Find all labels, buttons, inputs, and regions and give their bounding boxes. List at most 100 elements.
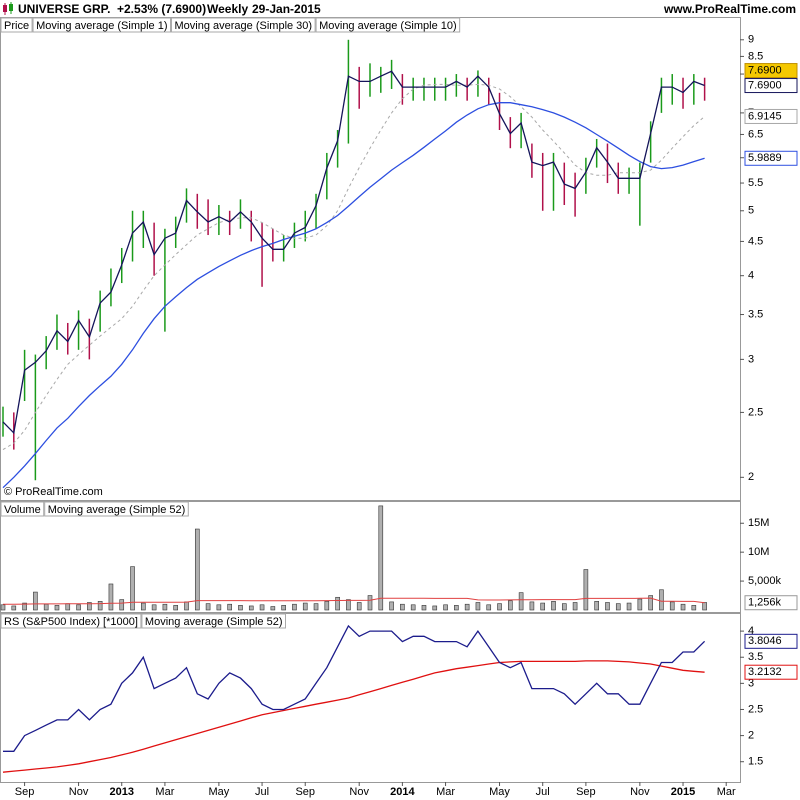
volume-bar bbox=[486, 604, 492, 611]
volume-bar bbox=[454, 605, 459, 611]
legend-label: Moving average (Simple 52) bbox=[145, 616, 283, 628]
x-tick-label: Jul bbox=[536, 786, 550, 798]
volume-bar bbox=[11, 605, 17, 611]
value-label: 7.6900 bbox=[748, 64, 782, 76]
volume-bar bbox=[205, 603, 211, 611]
volume-bar bbox=[324, 601, 330, 611]
value-label-box bbox=[744, 63, 798, 79]
volume-bar bbox=[108, 583, 114, 611]
volume-bar bbox=[669, 601, 675, 611]
value-label: 5.9889 bbox=[748, 152, 782, 164]
volume-bar bbox=[497, 603, 502, 611]
legend-box bbox=[171, 17, 316, 33]
legend-box bbox=[0, 501, 45, 517]
y-tick-label: 5 bbox=[748, 205, 754, 217]
volume-bar bbox=[551, 601, 556, 611]
volume-bar bbox=[648, 595, 653, 611]
value-label-box bbox=[744, 108, 798, 124]
value-label-box bbox=[744, 664, 798, 680]
period: Weekly bbox=[207, 2, 248, 16]
value-label-box bbox=[744, 150, 798, 166]
y-tick-label: 4 bbox=[748, 270, 754, 282]
value-label-box bbox=[744, 595, 798, 611]
y-tick-label: 1.5 bbox=[748, 756, 763, 768]
series-line bbox=[2, 660, 705, 773]
x-tick-label: May bbox=[489, 786, 510, 798]
legend-label: Moving average (Simple 1) bbox=[36, 20, 167, 32]
volume-bar bbox=[33, 591, 38, 611]
value-label: 1,256k bbox=[748, 597, 782, 609]
x-tick-label: Mar bbox=[717, 786, 736, 798]
volume-bar bbox=[367, 595, 373, 611]
volume-bar bbox=[43, 603, 49, 611]
volume-bar bbox=[302, 602, 308, 611]
x-tick-label: Jul bbox=[255, 786, 269, 798]
panel-frame bbox=[0, 613, 741, 783]
copyright: © ProRealTime.com bbox=[4, 486, 103, 498]
volume-bar bbox=[65, 603, 71, 611]
value-label-box bbox=[744, 633, 798, 649]
y-tick-label: 4 bbox=[748, 625, 754, 637]
volume-bar bbox=[22, 602, 27, 611]
volume-bar bbox=[518, 592, 524, 611]
date: 29-Jan-2015 bbox=[252, 2, 321, 16]
legend-box bbox=[0, 613, 142, 629]
series-line bbox=[3, 624, 706, 752]
volume-bar bbox=[216, 604, 222, 611]
volume-bar bbox=[173, 605, 179, 611]
volume-bar bbox=[97, 601, 103, 611]
volume-bar bbox=[659, 589, 664, 611]
volume-bar bbox=[54, 605, 60, 611]
volume-bar bbox=[561, 603, 567, 611]
volume-bar bbox=[432, 605, 438, 611]
volume-bar bbox=[151, 604, 157, 611]
legend-box bbox=[32, 17, 172, 33]
price-change: +2.53% (7.6900) bbox=[117, 2, 206, 16]
x-tick-label: Mar bbox=[155, 786, 174, 798]
legend-label: Moving average (Simple 52) bbox=[48, 504, 186, 516]
legend-label: Moving average (Simple 30) bbox=[175, 20, 313, 32]
y-tick-label: 9 bbox=[748, 34, 754, 46]
y-tick-label: 3 bbox=[748, 353, 754, 365]
y-tick-label: 2.5 bbox=[748, 703, 763, 715]
legend-label: RS (S&P500 Index) [*1000] bbox=[4, 616, 138, 628]
volume-bar bbox=[270, 606, 276, 611]
x-tick-label: Nov bbox=[349, 786, 369, 798]
volume-bar bbox=[702, 602, 707, 611]
value-label: 3.8046 bbox=[748, 635, 782, 647]
value-label-box bbox=[744, 78, 798, 94]
volume-bar bbox=[475, 602, 481, 611]
volume-bar bbox=[335, 596, 340, 611]
x-tick-label: 2015 bbox=[671, 786, 695, 798]
y-tick-label: 2 bbox=[748, 471, 754, 483]
x-tick-label: Sep bbox=[15, 786, 35, 798]
y-tick-label: 3 bbox=[748, 677, 754, 689]
volume-bar bbox=[281, 605, 286, 611]
volume-bar bbox=[605, 602, 610, 611]
volume-bar bbox=[626, 602, 632, 611]
y-tick-label: 2.5 bbox=[748, 406, 763, 418]
x-tick-label: May bbox=[208, 786, 229, 798]
x-tick-label: Sep bbox=[576, 786, 596, 798]
volume-bar bbox=[594, 601, 599, 611]
volume-bar bbox=[389, 601, 394, 611]
volume-bar bbox=[508, 600, 513, 611]
legend-label: Price bbox=[4, 20, 29, 32]
volume-bar bbox=[410, 604, 416, 611]
volume-bar bbox=[356, 602, 362, 611]
moving-average-line bbox=[2, 102, 705, 489]
legend-label: Volume bbox=[4, 504, 41, 516]
y-tick-label: 6.5 bbox=[748, 128, 763, 140]
y-tick-label: 2 bbox=[748, 729, 754, 741]
close-line bbox=[2, 70, 705, 435]
legend-label: Moving average (Simple 10) bbox=[319, 20, 457, 32]
volume-bar bbox=[680, 603, 686, 611]
volume-bar bbox=[540, 602, 546, 611]
legend-box bbox=[141, 613, 286, 629]
y-tick-label: 15M bbox=[748, 517, 769, 529]
volume-bar bbox=[443, 604, 448, 611]
volume-bar bbox=[421, 605, 427, 611]
volume-bar bbox=[572, 602, 578, 611]
volume-bar bbox=[76, 604, 81, 611]
volume-bar bbox=[119, 599, 125, 611]
